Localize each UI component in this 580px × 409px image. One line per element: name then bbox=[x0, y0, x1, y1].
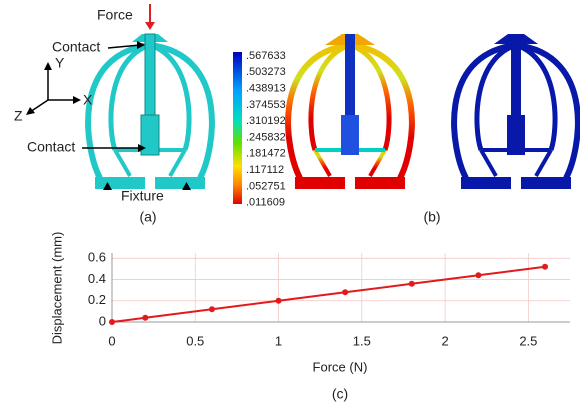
axes-triad bbox=[30, 68, 75, 112]
colorbar-label: .374553 bbox=[246, 99, 286, 111]
x-axis-label: Force (N) bbox=[313, 359, 368, 374]
fixture-label: Fixture bbox=[121, 188, 164, 204]
displacement-model bbox=[454, 34, 578, 189]
colorbar-label: .052751 bbox=[246, 180, 286, 192]
y-tick-label: 0.4 bbox=[88, 271, 106, 286]
x-tick-label: 2.5 bbox=[519, 333, 537, 348]
panel-label: (c) bbox=[332, 386, 348, 402]
data-point bbox=[276, 298, 282, 304]
data-point bbox=[342, 289, 348, 295]
x-tick-label: 0 bbox=[108, 333, 115, 348]
x-tick-label: 1.5 bbox=[353, 333, 371, 348]
panel-label: (b) bbox=[423, 209, 440, 225]
panel-label: (a) bbox=[139, 209, 156, 225]
data-point bbox=[209, 306, 215, 312]
data-point bbox=[142, 315, 148, 321]
colorbar-label: .117112 bbox=[246, 164, 284, 176]
axis-y: Y bbox=[55, 55, 65, 71]
colorbar-label: .503273 bbox=[246, 66, 286, 78]
y-tick-label: 0.6 bbox=[88, 250, 106, 265]
plot-area bbox=[112, 253, 570, 322]
x-tick-label: 1 bbox=[275, 333, 282, 348]
axis-head bbox=[26, 107, 35, 115]
x-tick-label: 2 bbox=[441, 333, 448, 348]
axis-head bbox=[73, 96, 81, 104]
y-axis-label: Displacement (mm) bbox=[49, 232, 64, 345]
axis-z: Z bbox=[14, 108, 23, 124]
force-label: Force bbox=[97, 7, 133, 23]
data-point bbox=[475, 272, 481, 278]
figure: Force Contact Contact Fixture Y X Z (a) … bbox=[0, 0, 580, 409]
axis-head bbox=[44, 62, 52, 70]
colorbar-label: .438913 bbox=[246, 83, 286, 95]
mesh-model bbox=[88, 34, 212, 189]
colorbar-label: .181472 bbox=[246, 148, 286, 160]
x-tick-label: 0.5 bbox=[186, 333, 204, 348]
contact-label: Contact bbox=[27, 139, 75, 155]
contact-label: Contact bbox=[52, 39, 100, 55]
data-point bbox=[542, 264, 548, 270]
colorbar-label: .011609 bbox=[246, 197, 285, 209]
stress-model bbox=[288, 34, 412, 189]
y-tick-label: 0 bbox=[99, 313, 106, 328]
axis-x: X bbox=[83, 92, 93, 108]
data-point bbox=[409, 281, 415, 287]
colorbar bbox=[233, 52, 242, 204]
force-arrowhead bbox=[145, 22, 155, 30]
colorbar-label: .310192 bbox=[246, 115, 286, 127]
y-tick-label: 0.2 bbox=[88, 292, 106, 307]
data-point bbox=[109, 319, 115, 325]
colorbar-label: .245832 bbox=[246, 131, 286, 143]
colorbar-label: .567633 bbox=[246, 50, 286, 62]
